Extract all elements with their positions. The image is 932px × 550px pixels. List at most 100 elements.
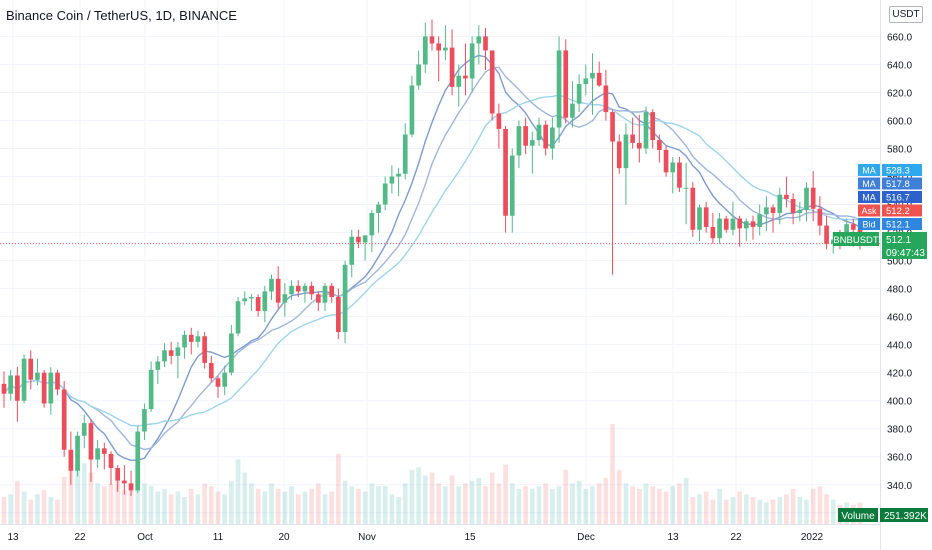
volume-bar xyxy=(342,480,348,524)
candle-body xyxy=(101,448,107,454)
candle-body xyxy=(536,124,542,141)
candle xyxy=(315,291,321,312)
candle xyxy=(750,215,756,240)
candle xyxy=(650,109,656,149)
candle-body xyxy=(476,36,482,44)
volume-bar xyxy=(690,496,696,524)
candle-body xyxy=(563,50,569,118)
volume-bar xyxy=(322,494,328,524)
x-tick-label: Dec xyxy=(577,532,595,543)
candle xyxy=(302,283,308,303)
candle-body xyxy=(376,204,381,213)
last-price-bg xyxy=(882,232,927,259)
badge-value: 528.3 xyxy=(886,166,910,177)
candle-body xyxy=(215,378,221,387)
candle xyxy=(15,367,20,422)
candle-body xyxy=(583,78,589,85)
currency-badge[interactable]: USDT xyxy=(889,6,923,23)
y-tick-label: 500.0 xyxy=(887,257,912,268)
volume-bar xyxy=(329,491,335,524)
candle-body xyxy=(516,126,522,156)
x-tick-label: 22 xyxy=(730,532,742,543)
candle xyxy=(295,280,301,298)
candle xyxy=(61,381,67,457)
candle-body xyxy=(449,47,455,87)
candle-body xyxy=(122,480,127,484)
candle xyxy=(743,218,749,241)
candle xyxy=(463,43,468,96)
volume-bar xyxy=(657,488,662,524)
volume-bar xyxy=(703,491,709,524)
candle xyxy=(503,126,508,233)
candle-body xyxy=(764,207,769,215)
candle xyxy=(516,120,522,169)
volume-bar xyxy=(88,472,94,524)
candle-body xyxy=(262,291,268,312)
badge-value-bg xyxy=(882,204,922,217)
price-badge: MA 516.7 xyxy=(858,191,922,204)
volume-bar xyxy=(202,483,207,524)
volume-bar xyxy=(8,494,14,524)
candle xyxy=(449,29,455,96)
volume-bar xyxy=(135,467,141,524)
candle-body xyxy=(8,375,14,394)
volume-bar xyxy=(596,483,602,524)
volume-bar xyxy=(229,480,234,524)
candle xyxy=(108,451,114,485)
volume-bar xyxy=(536,486,542,524)
candle xyxy=(529,131,535,174)
candle-body xyxy=(670,162,676,173)
candle xyxy=(175,341,181,379)
candle xyxy=(356,229,361,248)
volume-bar xyxy=(764,502,769,524)
volume-bar xyxy=(35,494,40,524)
candle xyxy=(262,285,268,323)
candle xyxy=(8,369,14,401)
candle-body xyxy=(496,113,502,129)
candle-body xyxy=(195,336,201,342)
candle xyxy=(416,50,421,90)
candle-body xyxy=(596,72,602,86)
candle-body xyxy=(175,347,181,356)
candle xyxy=(550,117,555,160)
y-tick-label: 640.0 xyxy=(887,60,912,71)
volume-bar xyxy=(55,499,60,524)
candle-body xyxy=(61,389,67,450)
volume-bar xyxy=(456,486,462,524)
badge-label: Ask xyxy=(861,206,877,216)
candle xyxy=(269,274,274,300)
candle-body xyxy=(115,467,121,481)
volume-bar xyxy=(496,483,502,524)
volume-bar xyxy=(162,488,167,524)
candle xyxy=(623,123,629,205)
candle-body xyxy=(509,155,515,216)
candle xyxy=(75,431,80,477)
candle xyxy=(764,196,769,232)
candle-body xyxy=(356,236,361,243)
volume-bar xyxy=(356,488,361,524)
candle-body xyxy=(108,453,114,468)
candle xyxy=(68,431,74,485)
y-tick-label: 400.0 xyxy=(887,397,912,408)
volume-bar xyxy=(429,472,435,524)
price-badge: Ask 512.2 xyxy=(858,204,922,217)
candle xyxy=(55,369,60,396)
candle-body xyxy=(309,285,314,295)
candle-body xyxy=(295,285,301,292)
volume-bar xyxy=(603,478,609,524)
volume-label: Volume xyxy=(841,511,875,522)
volume-bar xyxy=(797,496,803,524)
candle-body xyxy=(469,43,475,79)
candle xyxy=(770,204,776,233)
volume-bar xyxy=(255,488,261,524)
volume-bar xyxy=(650,486,656,524)
candle xyxy=(88,418,94,482)
candle-body xyxy=(623,134,629,169)
candle xyxy=(362,235,368,261)
candle xyxy=(122,465,127,495)
candle-body xyxy=(630,134,635,143)
candle-body xyxy=(757,214,763,227)
badge-label: MA xyxy=(862,166,876,176)
